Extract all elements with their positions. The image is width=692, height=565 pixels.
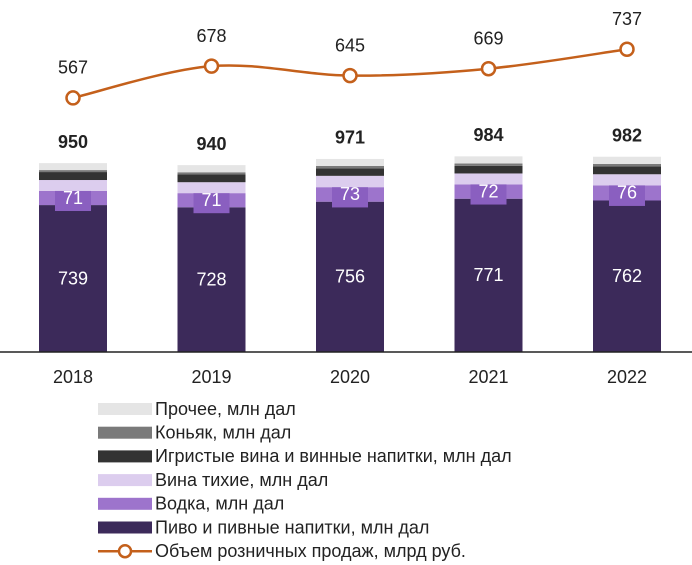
data-label: 771 (473, 265, 503, 285)
data-label: 728 (196, 269, 226, 289)
data-label: 76 (617, 183, 637, 203)
total-label: 982 (612, 126, 642, 146)
line-marker (65, 90, 81, 106)
legend-label: Игристые вина и винные напитки, млн дал (155, 446, 512, 466)
legend-label: Вина тихие, млн дал (155, 470, 328, 490)
bar-segment (39, 205, 107, 352)
data-label: 567 (58, 58, 88, 78)
bar-segment (454, 173, 523, 185)
bar-segment (177, 182, 246, 194)
bar-segment (454, 198, 523, 352)
legend-label: Прочее, млн дал (155, 399, 296, 419)
line-marker (203, 58, 220, 74)
data-label: 737 (612, 9, 642, 29)
x-tick-label: 2020 (330, 367, 370, 387)
legend-swatch (98, 521, 152, 534)
data-label: 71 (201, 190, 221, 210)
data-label: 669 (473, 28, 503, 48)
legend-swatch (98, 474, 152, 487)
bar-segment (316, 168, 384, 176)
bar-segment (39, 163, 107, 171)
x-tick-label: 2021 (468, 367, 508, 387)
data-label: 71 (63, 188, 83, 208)
line-marker (619, 41, 635, 57)
legend-swatch (98, 497, 152, 510)
bar-segment (177, 174, 246, 183)
bar-segment (593, 166, 661, 175)
legend-label: Пиво и пивные напитки, млн дал (155, 517, 429, 537)
legend-marker (117, 543, 133, 559)
total-label: 950 (58, 132, 88, 152)
bar-segment (39, 180, 107, 191)
total-label: 984 (473, 125, 503, 145)
legend-swatch (98, 450, 152, 463)
legend-label: Объем розничных продаж, млрд руб. (155, 541, 466, 561)
bar-segment (454, 156, 523, 164)
data-label: 73 (340, 184, 360, 204)
bar-segment (39, 172, 107, 181)
line-marker (480, 60, 497, 77)
data-label: 645 (335, 35, 365, 55)
bar-segment (316, 175, 384, 188)
bar-segment (177, 207, 246, 352)
bar-segment (593, 163, 661, 167)
bar-segment (593, 200, 661, 352)
legend-label: Водка, млн дал (155, 494, 284, 514)
bar-segment (316, 165, 384, 169)
total-label: 940 (196, 134, 226, 154)
data-label: 739 (58, 268, 88, 288)
x-tick-label: 2019 (191, 367, 231, 387)
bar-segment (454, 163, 523, 166)
data-label: 756 (335, 267, 365, 287)
x-tick-label: 2022 (607, 367, 647, 387)
data-label: 678 (196, 26, 226, 46)
bar-segment (454, 165, 523, 174)
data-label: 762 (612, 266, 642, 286)
legend-swatch (98, 426, 152, 439)
legend-label: Коньяк, млн дал (155, 422, 291, 442)
bar-segment (316, 158, 384, 166)
bar-segment (39, 170, 107, 173)
x-tick-label: 2018 (53, 367, 93, 387)
line-marker (342, 67, 358, 84)
total-label: 971 (335, 128, 365, 148)
bar-segment (593, 174, 661, 186)
bar-segment (177, 165, 246, 173)
bar-segment (593, 156, 661, 164)
legend-swatch (98, 403, 152, 415)
data-label: 72 (478, 181, 498, 201)
bar-segment (177, 172, 246, 175)
bar-segment (316, 201, 384, 352)
